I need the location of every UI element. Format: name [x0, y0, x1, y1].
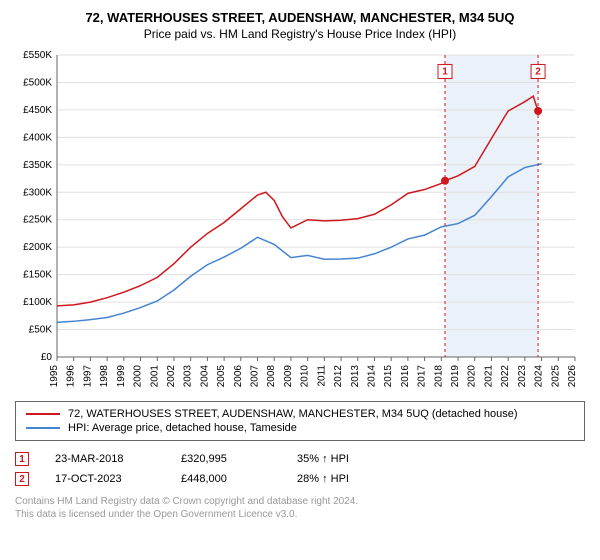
svg-text:1998: 1998: [99, 365, 110, 388]
svg-text:£200K: £200K: [23, 242, 52, 253]
svg-text:2026: 2026: [567, 365, 578, 388]
attribution-line2: This data is licensed under the Open Gov…: [15, 508, 585, 521]
svg-text:2000: 2000: [133, 365, 144, 388]
svg-text:2021: 2021: [483, 365, 494, 388]
svg-text:2007: 2007: [250, 365, 261, 388]
legend-swatch: [26, 427, 60, 429]
svg-text:2024: 2024: [534, 365, 545, 388]
event-badge: 1: [15, 452, 29, 466]
page-title: 72, WATERHOUSES STREET, AUDENSHAW, MANCH…: [15, 10, 585, 25]
svg-text:2008: 2008: [266, 365, 277, 388]
event-date: 23-MAR-2018: [55, 453, 155, 465]
attribution: Contains HM Land Registry data © Crown c…: [15, 495, 585, 521]
event-date: 17-OCT-2023: [55, 473, 155, 485]
svg-text:2022: 2022: [500, 365, 511, 388]
event-delta: 28% ↑ HPI: [297, 473, 349, 485]
legend-label: 72, WATERHOUSES STREET, AUDENSHAW, MANCH…: [68, 408, 518, 420]
svg-text:£100K: £100K: [23, 297, 52, 308]
svg-text:£50K: £50K: [29, 325, 53, 336]
svg-text:2002: 2002: [166, 365, 177, 388]
svg-text:2014: 2014: [366, 365, 377, 388]
svg-text:2018: 2018: [433, 365, 444, 388]
svg-text:1: 1: [442, 66, 448, 77]
svg-text:2004: 2004: [199, 365, 210, 388]
attribution-line1: Contains HM Land Registry data © Crown c…: [15, 495, 585, 508]
event-price: £448,000: [181, 473, 271, 485]
event-delta: 35% ↑ HPI: [297, 453, 349, 465]
svg-text:2025: 2025: [550, 365, 561, 388]
svg-text:2012: 2012: [333, 365, 344, 388]
svg-text:1995: 1995: [49, 365, 60, 388]
page-subtitle: Price paid vs. HM Land Registry's House …: [15, 27, 585, 41]
svg-text:2005: 2005: [216, 365, 227, 388]
event-price: £320,995: [181, 453, 271, 465]
svg-text:£500K: £500K: [23, 77, 52, 88]
chart-area: £0 £50K £100K £150K £200K £250K £300K £350K £400…: [15, 47, 585, 397]
svg-text:2020: 2020: [467, 365, 478, 388]
svg-text:2023: 2023: [517, 365, 528, 388]
svg-text:£300K: £300K: [23, 187, 52, 198]
event-badge: 2: [15, 472, 29, 486]
svg-text:2013: 2013: [350, 365, 361, 388]
legend-item: HPI: Average price, detached house, Tame…: [26, 421, 574, 435]
event-row: 1 23-MAR-2018 £320,995 35% ↑ HPI: [15, 449, 585, 469]
svg-text:2011: 2011: [316, 365, 327, 387]
legend-label: HPI: Average price, detached house, Tame…: [68, 422, 297, 434]
svg-text:2006: 2006: [233, 365, 244, 388]
svg-text:£0: £0: [41, 352, 53, 363]
svg-text:2010: 2010: [300, 365, 311, 388]
legend-swatch: [26, 413, 60, 415]
legend-item: 72, WATERHOUSES STREET, AUDENSHAW, MANCH…: [26, 407, 574, 421]
chart-container: 72, WATERHOUSES STREET, AUDENSHAW, MANCH…: [0, 0, 600, 529]
svg-text:£450K: £450K: [23, 105, 52, 116]
svg-text:1996: 1996: [66, 365, 77, 388]
legend: 72, WATERHOUSES STREET, AUDENSHAW, MANCH…: [15, 401, 585, 441]
svg-text:£400K: £400K: [23, 132, 52, 143]
line-chart-svg: £0 £50K £100K £150K £200K £250K £300K £350K £400…: [15, 47, 585, 397]
svg-text:£150K: £150K: [23, 270, 52, 281]
events-table: 1 23-MAR-2018 £320,995 35% ↑ HPI 2 17-OCT-202…: [15, 449, 585, 489]
svg-text:2016: 2016: [400, 365, 411, 388]
svg-text:1999: 1999: [116, 365, 127, 388]
svg-text:2: 2: [535, 66, 541, 77]
svg-text:2019: 2019: [450, 365, 461, 388]
svg-text:2003: 2003: [183, 365, 194, 388]
event-row: 2 17-OCT-2023 £448,000 28% ↑ HPI: [15, 469, 585, 489]
svg-text:£550K: £550K: [23, 50, 52, 61]
svg-text:£250K: £250K: [23, 215, 52, 226]
svg-text:2001: 2001: [149, 365, 160, 388]
svg-text:2017: 2017: [417, 365, 428, 388]
svg-text:2009: 2009: [283, 365, 294, 388]
svg-text:2015: 2015: [383, 365, 394, 388]
svg-text:£350K: £350K: [23, 160, 52, 171]
svg-text:1997: 1997: [82, 365, 93, 388]
